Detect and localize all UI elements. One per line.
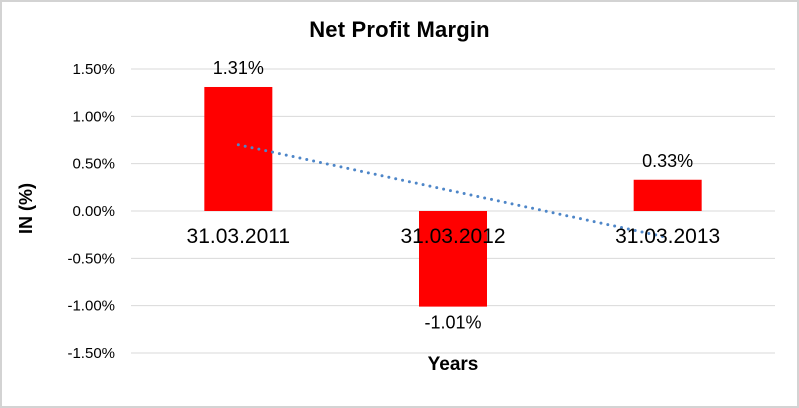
y-tick-label: 1.00% <box>72 108 115 125</box>
bar-data-label: 1.31% <box>213 58 264 78</box>
x-axis-title: Years <box>427 354 479 375</box>
category-label: 31.03.2011 <box>187 225 291 248</box>
y-tick-label: 1.50% <box>72 61 115 78</box>
y-axis-title-text: IN (%) <box>15 182 36 234</box>
y-tick-label: -1.00% <box>67 298 115 315</box>
category-label: 31.03.2012 <box>400 225 505 248</box>
y-tick-label: 0.50% <box>72 156 115 173</box>
bar-data-label: -1.01% <box>424 313 481 333</box>
bar <box>204 86 273 211</box>
y-axis-title: IN (%) <box>14 62 38 354</box>
category-label: 31.03.2013 <box>615 225 720 248</box>
chart-title: Net Profit Margin <box>309 17 490 42</box>
y-tick-label: -0.50% <box>67 250 115 267</box>
bar <box>419 211 487 307</box>
bar <box>633 179 702 211</box>
y-tick-label: 0.00% <box>72 203 115 220</box>
bar-data-label: 0.33% <box>642 151 693 171</box>
y-tick-label: -1.50% <box>67 345 115 362</box>
